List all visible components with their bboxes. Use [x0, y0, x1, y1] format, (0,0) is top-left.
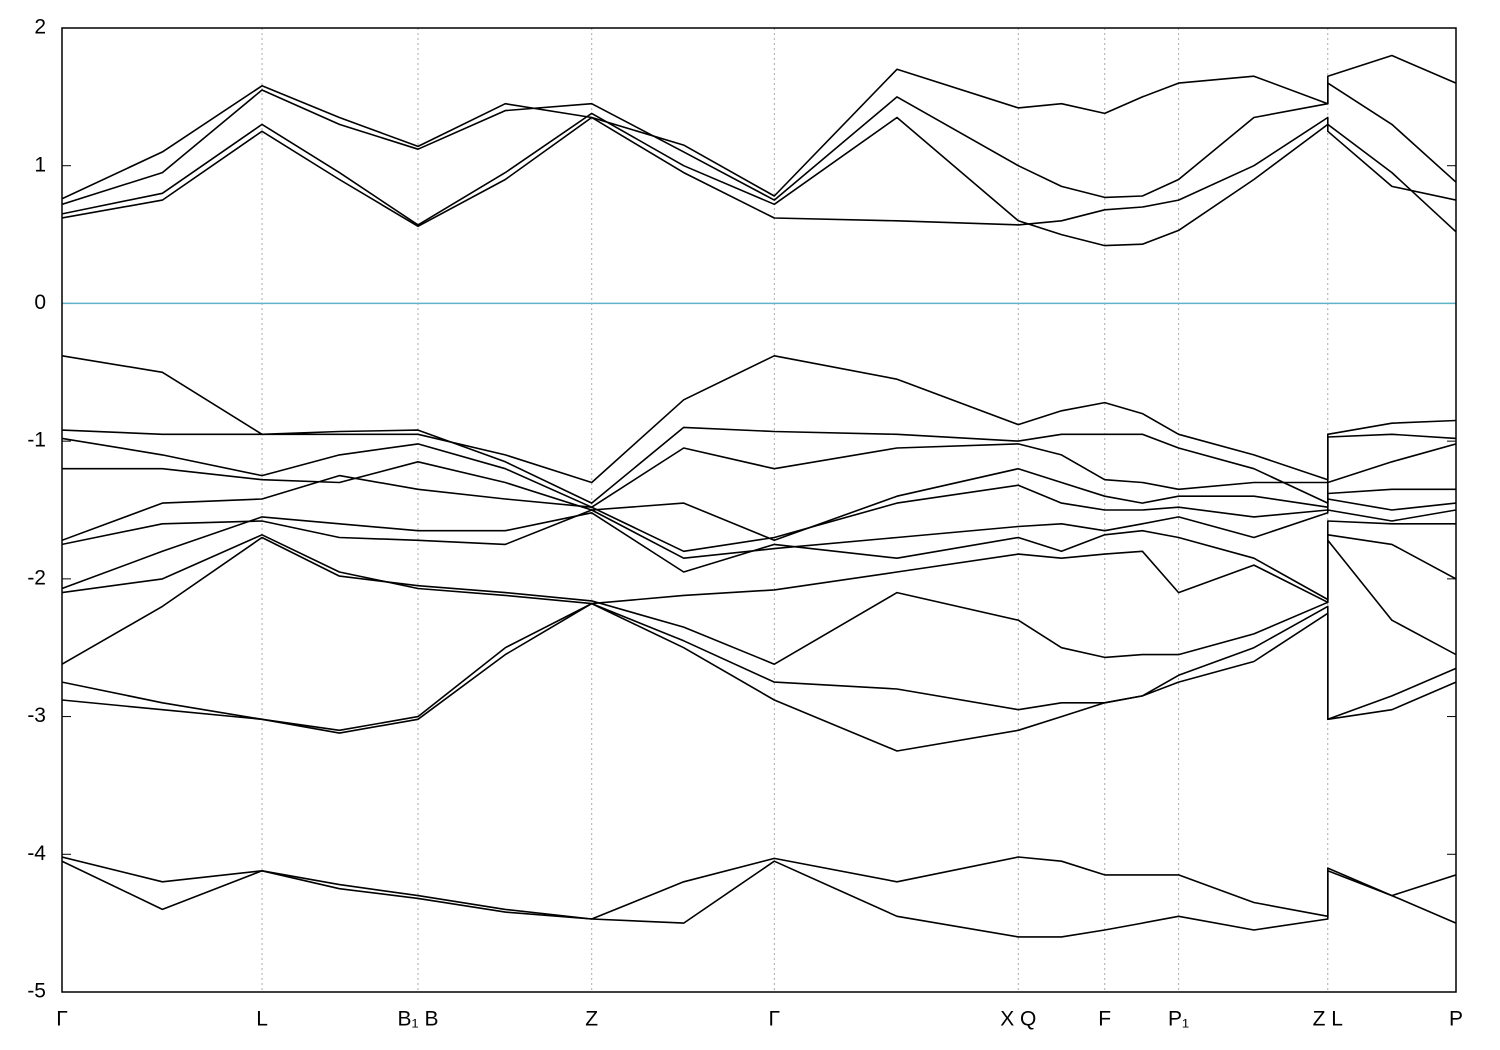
band-line	[62, 112, 1456, 247]
band-line	[62, 536, 1456, 665]
x-tick-label: L	[256, 1008, 268, 1031]
x-tick-label: F	[1098, 1008, 1111, 1031]
y-tick-label: 1	[34, 153, 46, 176]
band-line	[62, 426, 1456, 504]
x-tick-label: P₁	[1168, 1008, 1189, 1031]
y-tick-label: 0	[34, 291, 46, 314]
bands-layer	[62, 54, 1456, 938]
grid-layer	[61, 27, 1457, 993]
band-line	[62, 54, 1456, 200]
band-line	[62, 511, 1456, 601]
y-tick-label: -4	[27, 842, 46, 865]
band-line	[62, 437, 1456, 508]
y-tick-label: -5	[27, 980, 46, 1003]
x-tick-label: B₁ B	[398, 1008, 439, 1031]
labels-layer: -5 -4 -3 -2 -1 0 1 2 Γ L B₁ B Z Γ X Q F P₁ Z L P	[27, 16, 1463, 1031]
y-tick-label: 2	[34, 16, 46, 39]
band-line	[62, 355, 1456, 484]
y-tick-label: -1	[27, 429, 46, 452]
y-tick-label: -3	[27, 704, 46, 727]
x-tick-label: Γ	[769, 1008, 781, 1031]
band-line	[62, 860, 1456, 938]
x-tick-label: Z	[585, 1008, 598, 1031]
x-tick-label: Z L	[1313, 1008, 1343, 1031]
band-line	[62, 474, 1456, 553]
band-line	[62, 534, 1456, 605]
x-tick-label: Γ	[56, 1008, 68, 1031]
band-line	[62, 82, 1456, 206]
plot-frame	[61, 27, 1457, 993]
band-line	[62, 856, 1456, 920]
band-line	[62, 509, 1456, 559]
band-line	[62, 116, 1456, 233]
x-tick-label: X Q	[1000, 1008, 1036, 1031]
band-line	[62, 602, 1456, 732]
band-line	[62, 602, 1456, 752]
x-tick-label: P	[1449, 1008, 1463, 1031]
band-line	[62, 461, 1456, 542]
y-tick-label: -2	[27, 566, 46, 589]
